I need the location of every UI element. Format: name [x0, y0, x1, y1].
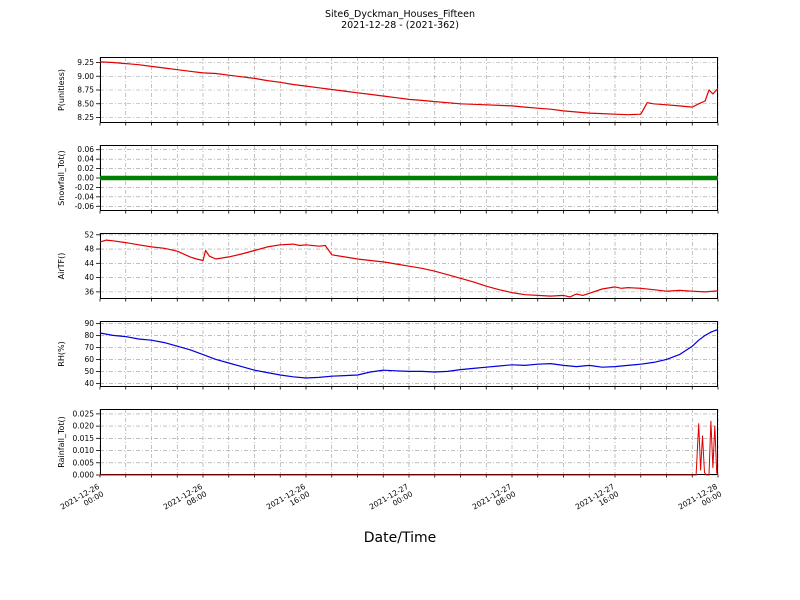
- y-tick-label: -0.02: [75, 183, 95, 192]
- y-axis-title: P(unitless): [57, 69, 66, 111]
- x-tick-label: 2021-12-2616:00: [265, 482, 312, 519]
- y-axis-title: Snowfall_Tot(): [57, 150, 66, 206]
- x-tick-label: 2021-12-2608:00: [162, 482, 209, 519]
- y-tick-label: 0.015: [73, 434, 95, 443]
- y-tick-label: 0.005: [73, 458, 95, 467]
- y-tick-label: 44: [84, 259, 94, 268]
- subplot-Snowfall: -0.06-0.04-0.020.000.020.040.06 Snowfall_…: [57, 145, 719, 214]
- y-tick-label: -0.06: [75, 202, 95, 211]
- x-tick-label: 2021-12-2708:00: [471, 482, 518, 519]
- y-tick-label: 0.010: [73, 446, 95, 455]
- y-tick-label: -0.04: [75, 192, 95, 201]
- y-tick-label: 40: [84, 379, 94, 388]
- x-tick-label: 2021-12-2716:00: [574, 482, 621, 519]
- axes-frame: [100, 233, 718, 299]
- y-tick-label: 48: [84, 245, 94, 254]
- y-tick-label: 9.25: [77, 58, 94, 67]
- y-axis-title: RH(%): [57, 341, 66, 366]
- y-tick-label: 8.50: [77, 99, 94, 108]
- series-line-AirTF: [99, 239, 719, 298]
- series-line-P: [99, 61, 719, 116]
- x-axis-title: Date/Time: [363, 530, 437, 546]
- y-tick-label: 8.25: [77, 113, 94, 122]
- y-tick-label: 60: [84, 355, 94, 364]
- y-tick-label: 0.020: [73, 422, 95, 431]
- y-tick-label: 0.02: [77, 164, 94, 173]
- subplot-AirTF: 36 40 44 48 52 AirTF(): [57, 230, 719, 302]
- figure-subtitle: 2021-12-28 - (2021-362): [341, 20, 459, 31]
- subplot-RH: 40 50 60 70 80 90 RH(%): [57, 319, 719, 390]
- series-line-Rainfall: [100, 420, 719, 476]
- axes-frame: [100, 57, 718, 123]
- y-tick-label: 0.04: [77, 155, 94, 164]
- y-tick-label: 0.000: [73, 471, 95, 480]
- y-axis-title: Rainfall_Tot(): [57, 416, 66, 468]
- subplot-P: 8.25 8.50 8.75 9.00 9.25 P(unitless): [57, 57, 719, 126]
- figure-title: Site6_Dyckman_Houses_Fifteen: [324, 9, 476, 20]
- x-tick-label: 2021-12-2600:00: [59, 482, 106, 519]
- series-line-RH: [99, 328, 719, 379]
- y-tick-label: 8.75: [77, 86, 94, 95]
- axes-frame: [100, 321, 718, 387]
- y-tick-label: 40: [84, 273, 94, 282]
- y-tick-label: 0.06: [77, 145, 94, 154]
- y-axis-title: AirTF(): [57, 253, 66, 280]
- y-tick-label: 0.025: [73, 409, 95, 418]
- y-tick-label: 36: [84, 287, 94, 296]
- y-tick-label: 52: [84, 230, 94, 239]
- x-tick-label: 2021-12-2800:00: [677, 482, 724, 519]
- y-tick-label: 80: [84, 331, 94, 340]
- y-tick-label: 0.00: [77, 174, 94, 183]
- y-tick-label: 9.00: [77, 72, 94, 81]
- y-tick-label: 90: [84, 319, 94, 328]
- x-tick-label: 2021-12-2700:00: [368, 482, 415, 519]
- subplot-Rainfall: 0.000 0.005 0.010 0.015 0.020 0.025 Rainfall_T…: [57, 409, 723, 512]
- y-tick-label: 50: [84, 367, 94, 376]
- y-tick-label: 70: [84, 343, 94, 352]
